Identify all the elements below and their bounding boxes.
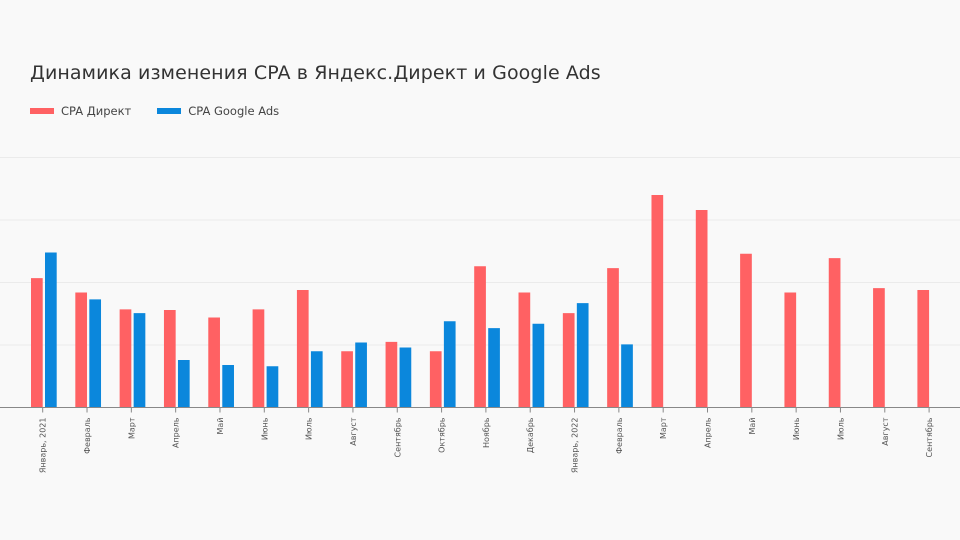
x-tick-label: Октябрь	[438, 417, 447, 453]
bar-direct	[208, 317, 220, 408]
bar-direct	[341, 351, 353, 408]
bar-google-ads	[133, 313, 146, 408]
bar-direct	[917, 290, 930, 408]
bar-google-ads	[443, 321, 456, 408]
legend-item-direct[interactable]: CPA Директ	[30, 104, 131, 118]
bar-google-ads	[89, 299, 102, 408]
bar-direct	[784, 292, 797, 408]
bar-google-ads	[310, 351, 323, 408]
x-tick-label: Январь, 2021	[39, 418, 48, 474]
legend: CPA Директ CPA Google Ads	[30, 104, 279, 118]
x-tick-label: Сентябрь	[925, 417, 934, 457]
bar-direct	[607, 268, 619, 408]
bar-google-ads	[488, 328, 500, 408]
x-tick-label: Апрель	[172, 417, 181, 448]
bar-direct	[385, 341, 398, 408]
legend-item-google[interactable]: CPA Google Ads	[157, 104, 279, 118]
bar-google-ads	[266, 366, 279, 408]
bar-google-ads	[399, 347, 412, 408]
x-tick-label: Январь, 2022	[571, 418, 580, 474]
x-tick-label: Май	[216, 418, 225, 435]
bar-direct	[562, 313, 575, 408]
x-tick-label: Август	[881, 417, 890, 446]
bar-google-ads	[45, 252, 57, 408]
legend-label-google: CPA Google Ads	[188, 104, 280, 118]
x-tick-label: Июнь	[260, 417, 269, 440]
x-tick-label: Апрель	[704, 417, 713, 448]
bar-direct	[252, 309, 265, 408]
x-tick-label: Март	[659, 417, 668, 439]
x-tick-label: Февраль	[615, 417, 624, 454]
bar-direct	[296, 290, 309, 408]
bar-direct	[873, 288, 885, 408]
x-tick-label: Июль	[305, 417, 314, 440]
x-tick-label: Декабрь	[526, 417, 535, 453]
bar-direct	[740, 253, 752, 408]
bar-direct	[651, 195, 664, 408]
bar-direct	[828, 258, 841, 408]
x-tick-label: Июнь	[792, 417, 801, 440]
x-tick-label: Февраль	[83, 417, 92, 454]
x-tick-label: Август	[349, 417, 358, 446]
bar-google-ads	[355, 342, 367, 408]
bar-direct	[429, 351, 442, 408]
bar-google-ads	[177, 360, 190, 408]
bar-direct	[163, 310, 176, 408]
legend-swatch-google	[157, 108, 182, 114]
bar-google-ads	[532, 323, 545, 408]
chart-title: Динамика изменения CPA в Яндекс.Директ и…	[30, 62, 601, 84]
bar-google-ads	[621, 344, 633, 408]
x-tick-label: Ноябрь	[482, 417, 491, 448]
bar-google-ads	[222, 365, 234, 408]
legend-swatch-direct	[30, 108, 54, 114]
bar-google-ads	[576, 303, 589, 408]
x-tick-label: Май	[748, 418, 757, 435]
x-tick-label: Март	[127, 417, 136, 439]
bar-direct	[518, 292, 531, 408]
legend-label-direct: CPA Директ	[61, 104, 132, 118]
bar-direct	[119, 309, 132, 408]
bar-direct	[75, 292, 88, 408]
x-tick-label: Сентябрь	[393, 417, 402, 457]
bar-direct	[474, 266, 486, 408]
x-tick-label: Июль	[836, 417, 845, 440]
bar-direct	[31, 278, 43, 408]
bar-direct	[695, 210, 708, 408]
